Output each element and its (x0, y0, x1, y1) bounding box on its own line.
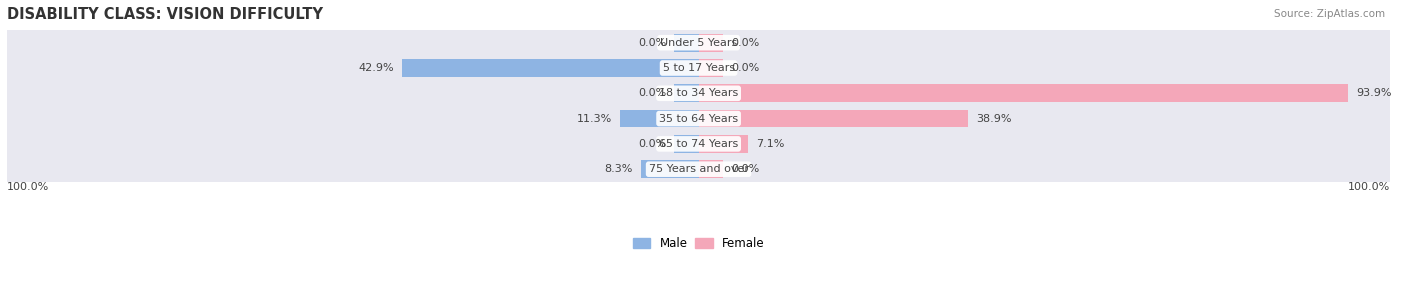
Legend: Male, Female: Male, Female (628, 232, 769, 255)
Text: 0.0%: 0.0% (731, 63, 759, 73)
Bar (7, 81, 1391, 106)
Bar (7, 106, 1391, 131)
Text: 5 to 17 Years: 5 to 17 Years (662, 63, 735, 73)
Text: 65 to 74 Years: 65 to 74 Years (659, 139, 738, 149)
Bar (7, 30, 1391, 55)
Text: 0.0%: 0.0% (731, 38, 759, 48)
Bar (675, 84, 699, 102)
Bar (620, 110, 699, 127)
Text: 0.0%: 0.0% (638, 139, 666, 149)
Text: 0.0%: 0.0% (638, 88, 666, 98)
Text: 100.0%: 100.0% (1348, 182, 1391, 192)
Bar (699, 34, 723, 52)
Text: 42.9%: 42.9% (359, 63, 394, 73)
Text: DISABILITY CLASS: VISION DIFFICULTY: DISABILITY CLASS: VISION DIFFICULTY (7, 7, 323, 22)
Text: 38.9%: 38.9% (976, 113, 1011, 124)
Text: Under 5 Years: Under 5 Years (659, 38, 737, 48)
Bar (7, 55, 1391, 81)
Text: 8.3%: 8.3% (605, 164, 633, 174)
Bar (699, 59, 723, 77)
Text: 100.0%: 100.0% (7, 182, 49, 192)
Bar (699, 135, 748, 153)
Bar (641, 160, 699, 178)
Text: 18 to 34 Years: 18 to 34 Years (659, 88, 738, 98)
Text: 35 to 64 Years: 35 to 64 Years (659, 113, 738, 124)
Bar (402, 59, 699, 77)
Bar (699, 110, 967, 127)
Bar (7, 156, 1391, 182)
Text: 0.0%: 0.0% (731, 164, 759, 174)
Text: 7.1%: 7.1% (756, 139, 785, 149)
Text: 93.9%: 93.9% (1357, 88, 1392, 98)
Bar (675, 135, 699, 153)
Bar (699, 84, 1348, 102)
Text: 75 Years and over: 75 Years and over (648, 164, 748, 174)
Bar (7, 131, 1391, 156)
Text: Source: ZipAtlas.com: Source: ZipAtlas.com (1274, 9, 1385, 19)
Bar (675, 34, 699, 52)
Bar (699, 160, 723, 178)
Text: 11.3%: 11.3% (576, 113, 612, 124)
Text: 0.0%: 0.0% (638, 38, 666, 48)
